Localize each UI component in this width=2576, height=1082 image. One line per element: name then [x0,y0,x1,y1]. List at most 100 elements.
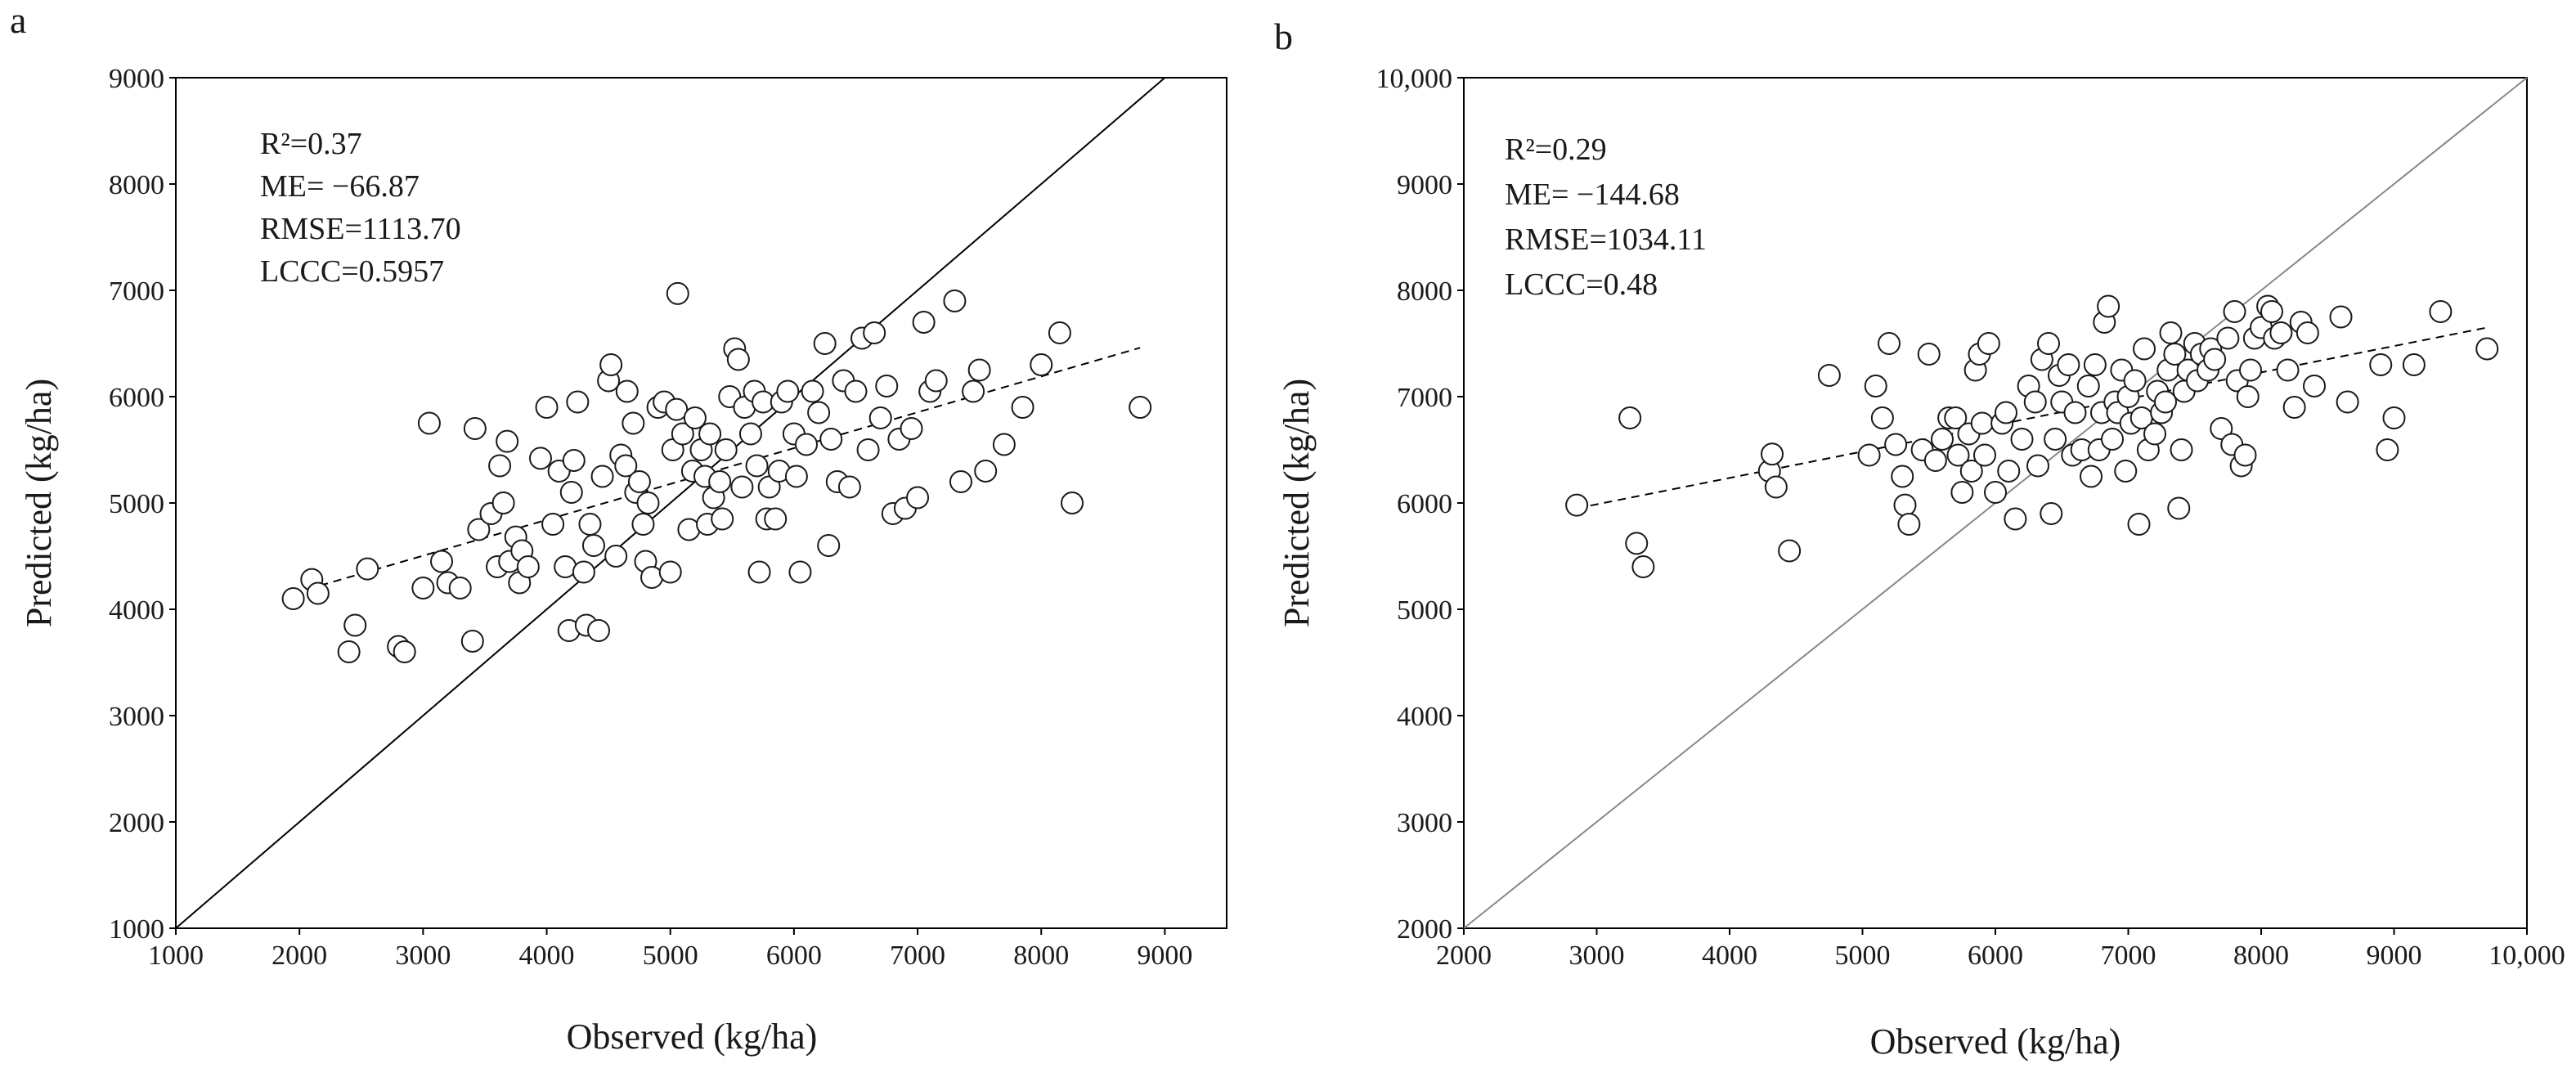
data-point [2236,385,2260,408]
data-point [1817,364,1841,387]
y-tick-label: 3000 [1397,808,1452,838]
data-point [2063,401,2087,424]
x-tick-label: 8000 [2233,941,2289,971]
x-tick-label: 3000 [1569,941,1625,971]
panel-a-x-axis-title: Observed (kg/ha) [567,1017,818,1057]
data-point [1973,443,1996,467]
panel-a-stat-r2: R²=0.37 [260,127,362,161]
data-point [463,417,487,440]
data-point [1917,343,1941,366]
data-point [614,454,638,478]
data-point [491,492,515,514]
data-point [2057,353,2080,376]
data-point [776,379,800,403]
data-point [726,348,750,371]
data-point [813,332,837,355]
data-point [2210,417,2233,440]
panel-a-stat-lccc: LCCC=0.5957 [260,254,444,289]
data-point [615,379,639,403]
data-point [496,429,519,453]
data-point [2163,343,2187,366]
data-point [1893,493,1917,517]
data-point [516,555,540,578]
data-point [281,587,305,610]
panel-a-lines [175,77,1166,929]
data-point [417,411,441,435]
y-tick-label: 1000 [109,914,164,945]
y-tick-label: 7000 [109,276,164,307]
data-point [2429,300,2453,323]
data-point [2133,337,2156,361]
data-point [2154,390,2177,414]
data-point [2269,321,2293,344]
data-point [2023,390,2047,414]
x-tick-label: 2000 [272,941,327,971]
data-point [636,492,660,514]
data-point [2010,428,2034,451]
data-point [658,560,682,584]
data-point [2123,369,2147,393]
data-point [2040,502,2063,525]
data-point [2376,438,2399,461]
trend-line [293,347,1141,595]
y-tick-label: 4000 [1397,702,1452,732]
y-tick-label: 2000 [1397,914,1452,945]
data-point [306,581,330,605]
data-point [1946,443,1970,467]
data-point [1778,539,1802,563]
data-point [1950,481,1974,504]
data-point [967,358,991,382]
panel-a-stats: R²=0.37 ME= −66.87 RMSE=1113.70 LCCC=0.5… [260,127,461,289]
data-point [698,422,722,446]
data-point [1870,406,1894,429]
data-point [448,577,472,599]
data-point [1764,475,1788,499]
panel-b: b 2000 3000 4000 5000 6000 7000 8000 9000 10,000… [1274,16,2565,1062]
data-point [2167,496,2191,520]
data-point [1944,406,1968,429]
data-point [2329,305,2353,329]
data-point [708,470,732,493]
data-point [1959,460,1983,483]
data-point [528,447,552,470]
data-point [1618,406,1642,429]
data-point [2080,465,2103,488]
data-point [2402,353,2426,376]
data-point [912,311,936,334]
y-tick-label: 2000 [109,808,164,838]
data-point [943,290,967,312]
y-tick-label: 9000 [1397,170,1452,200]
data-point [393,640,416,663]
data-point [2004,507,2027,531]
panel-a-axes: 1000 2000 3000 4000 5000 6000 7000 8000 9000 1000… [109,64,1192,971]
data-point [2296,321,2319,344]
x-tick-label: 3000 [395,941,451,971]
data-point [2369,353,2393,376]
data-point [788,560,812,584]
x-tick-label: 6000 [766,941,822,971]
data-point [1011,396,1034,419]
data-point [2170,438,2193,461]
data-point [2026,454,2049,478]
data-point [2233,443,2257,467]
panel-a: a 1000 2000 3000 4000 5000 6000 7000 8000 900010… [10,0,1227,1057]
data-point [2216,326,2240,350]
y-tick-label: 9000 [109,64,164,94]
data-point [868,406,892,429]
panel-b-x-axis-title: Observed (kg/ha) [1870,1021,2121,1062]
data-point [599,353,623,376]
data-point [875,375,899,397]
data-point [900,417,923,440]
x-tick-label: 7000 [890,941,945,971]
data-point [1864,375,1887,397]
data-point [604,545,628,568]
x-tick-label: 2000 [1436,941,1492,971]
data-point [2223,300,2246,323]
y-tick-label: 5000 [109,489,164,519]
y-tick-label: 4000 [109,595,164,626]
data-point [2076,375,2100,397]
data-point [2276,358,2300,382]
x-tick-label: 9000 [1137,941,1192,971]
data-point [992,433,1016,456]
panel-b-stats: R²=0.29 ME= −144.68 RMSE=1034.11 LCCC=0.… [1505,132,1707,302]
